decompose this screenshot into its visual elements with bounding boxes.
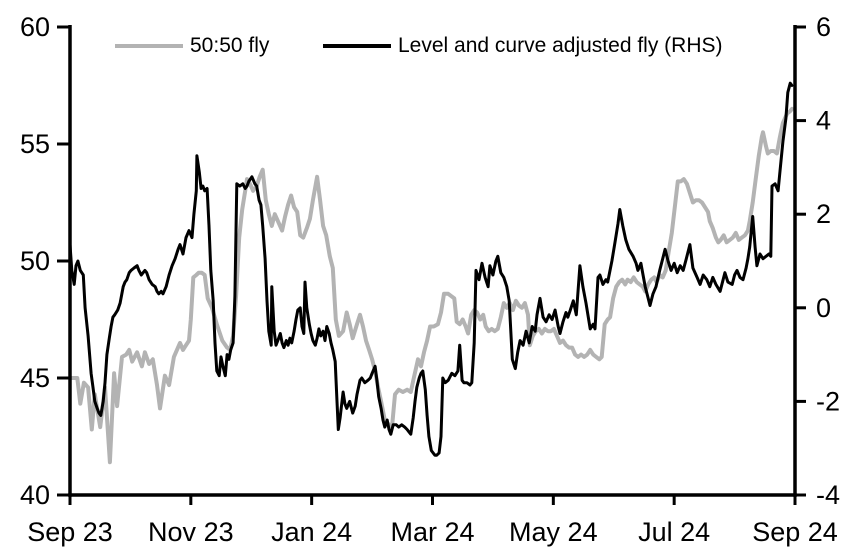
right-axis-tick-label: -2 — [816, 386, 840, 416]
x-axis-tick-label: Sep 24 — [752, 517, 838, 547]
left-axis-tick-label: 50 — [20, 246, 50, 276]
right-axis-tick-label: 6 — [816, 12, 831, 42]
x-axis-tick-label: Jul 24 — [638, 517, 710, 547]
right-axis-tick-label: 4 — [816, 106, 831, 136]
right-axis-tick-label: 0 — [816, 293, 831, 323]
left-axis-tick-label: 60 — [20, 12, 50, 42]
x-axis-tick-label: Jan 24 — [271, 517, 352, 547]
x-axis-tick-label: Mar 24 — [390, 517, 474, 547]
right-axis-tick-label: -4 — [816, 480, 840, 510]
left-axis-tick-label: 45 — [20, 363, 50, 393]
left-axis-tick-label: 40 — [20, 480, 50, 510]
right-axis-tick-label: 2 — [816, 199, 831, 229]
x-axis-tick-label: Sep 23 — [27, 517, 113, 547]
series-line-black — [68, 81, 794, 457]
x-axis-tick-label: Nov 23 — [148, 517, 234, 547]
series-line-gray — [68, 106, 794, 465]
x-axis-tick-label: May 24 — [509, 517, 598, 547]
left-axis-tick-label: 55 — [20, 129, 50, 159]
